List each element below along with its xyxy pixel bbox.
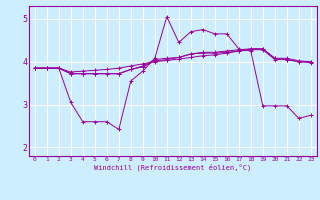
X-axis label: Windchill (Refroidissement éolien,°C): Windchill (Refroidissement éolien,°C): [94, 164, 252, 171]
